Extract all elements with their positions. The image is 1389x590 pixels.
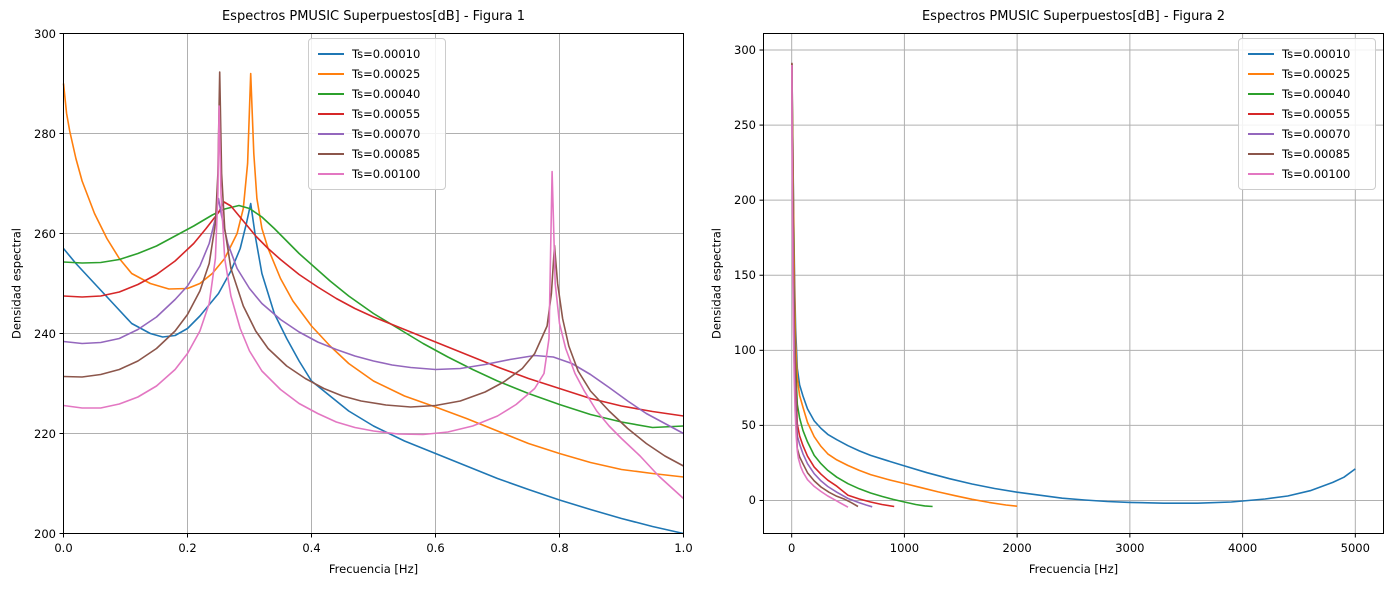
plot-line-ts-0-00010 [62, 202, 684, 535]
x-tick-label: 2000 [1002, 541, 1032, 555]
x-tick-label: 0 [788, 541, 796, 555]
legend-line-icon [318, 53, 344, 55]
y-tick-label: 100 [734, 343, 756, 358]
x-tick-label: 0.6 [426, 541, 445, 555]
x-tick-label: 1.0 [674, 541, 693, 555]
y-tick-label: 50 [741, 418, 756, 433]
legend-line-icon [318, 133, 344, 135]
legend-line-icon [1248, 153, 1274, 155]
y-tick-label: 220 [34, 426, 56, 441]
chart-title: Espectros PMUSIC Superpuestos[dB] - Figu… [921, 9, 1226, 24]
legend-item: Ts=0.00100 [1248, 164, 1368, 184]
plot-area-figura-2 [759, 33, 1384, 538]
legend-item: Ts=0.00010 [318, 44, 438, 64]
axes-frame [63, 33, 684, 534]
legend-item: Ts=0.00100 [318, 164, 438, 184]
legend-label: Ts=0.00025 [1282, 67, 1351, 81]
y-tick-label: 150 [734, 268, 756, 283]
y-tick-label: 200 [734, 193, 756, 208]
chart-title: Espectros PMUSIC Superpuestos[dB] - Figu… [221, 9, 526, 24]
plot-line-ts-0-00040 [791, 64, 933, 508]
plot-area-figura-1 [59, 33, 685, 538]
plot-line-ts-0-00010 [791, 63, 1356, 505]
x-tick-label: 0.8 [550, 541, 569, 555]
legend-label: Ts=0.00025 [352, 67, 421, 81]
plot-line-ts-0-00085 [63, 71, 684, 467]
legend-item: Ts=0.00070 [1248, 124, 1368, 144]
legend-label: Ts=0.00010 [1282, 47, 1351, 61]
chart-panel-figura-2: Espectros PMUSIC Superpuestos[dB] - Figu… [700, 0, 1389, 590]
legend-label: Ts=0.00085 [1282, 147, 1351, 161]
x-axis-label: Frecuencia [Hz] [1028, 562, 1119, 576]
x-tick-label: 0.2 [178, 541, 197, 555]
x-tick-label: 0.4 [302, 541, 321, 555]
y-tick-label: 0 [748, 493, 756, 508]
legend-item: Ts=0.00085 [318, 144, 438, 164]
y-tick-label: 280 [34, 126, 56, 141]
legend-line-icon [318, 73, 344, 75]
x-tick-label: 1000 [889, 541, 920, 555]
y-tick-label: 300 [734, 43, 756, 58]
legend-label: Ts=0.00070 [1282, 127, 1351, 141]
legend-line-icon [318, 113, 344, 115]
legend-line-icon [318, 173, 344, 175]
legend-label: Ts=0.00040 [352, 87, 421, 101]
legend-label: Ts=0.00040 [1282, 87, 1351, 101]
y-tick-label: 200 [34, 526, 56, 541]
legend-label: Ts=0.00085 [352, 147, 421, 161]
x-tick-label: 4000 [1227, 541, 1258, 555]
legend-line-icon [1248, 73, 1274, 75]
x-tick-label: 3000 [1115, 541, 1145, 555]
legend-line-icon [1248, 93, 1274, 95]
y-tick-label: 250 [734, 118, 756, 133]
legend-item: Ts=0.00025 [318, 64, 438, 84]
legend: Ts=0.00010 Ts=0.00025 Ts=0.00040 Ts=0.00055… [1238, 38, 1376, 190]
legend-line-icon [1248, 113, 1274, 115]
y-tick-label: 260 [34, 226, 56, 241]
x-axis-label: Frecuencia [Hz] [328, 562, 419, 576]
legend-label: Ts=0.00100 [1282, 167, 1351, 181]
legend-label: Ts=0.00055 [1282, 107, 1351, 121]
legend-item: Ts=0.00055 [318, 104, 438, 124]
x-tick-label: 5000 [1340, 541, 1370, 555]
y-tick-label: 240 [34, 326, 56, 341]
plot-line-ts-0-00025 [62, 72, 684, 478]
legend-label: Ts=0.00100 [352, 167, 421, 181]
legend-line-icon [1248, 173, 1274, 175]
legend-line-icon [318, 93, 344, 95]
legend-item: Ts=0.00010 [1248, 44, 1368, 64]
legend-label: Ts=0.00055 [352, 107, 421, 121]
x-tick-label: 0.0 [54, 541, 73, 555]
plot-line-ts-0-00070 [63, 197, 684, 435]
legend-item: Ts=0.00025 [1248, 64, 1368, 84]
axes-frame [763, 33, 1384, 534]
legend-line-icon [1248, 53, 1274, 55]
legend-line-icon [318, 153, 344, 155]
legend-label: Ts=0.00010 [352, 47, 421, 61]
chart-panel-figura-1: Espectros PMUSIC Superpuestos[dB] - Figu… [9, 9, 693, 576]
legend-item: Ts=0.00070 [318, 124, 438, 144]
legend-item: Ts=0.00040 [1248, 84, 1368, 104]
legend-item: Ts=0.00085 [1248, 144, 1368, 164]
legend-item: Ts=0.00055 [1248, 104, 1368, 124]
plot-line-ts-0-00100 [63, 105, 685, 500]
y-tick-label: 300 [34, 26, 56, 41]
y-axis-label: Densidad espectral [9, 228, 24, 339]
legend: Ts=0.00010 Ts=0.00025 Ts=0.00040 Ts=0.00055… [308, 38, 446, 190]
legend-item: Ts=0.00040 [318, 84, 438, 104]
y-axis-label: Densidad espectral [709, 228, 724, 339]
legend-line-icon [1248, 133, 1274, 135]
plot-line-ts-0-00100 [791, 64, 849, 508]
plot-line-ts-0-00070 [791, 64, 873, 508]
legend-label: Ts=0.00070 [352, 127, 421, 141]
plot-line-ts-0-00055 [63, 201, 684, 417]
